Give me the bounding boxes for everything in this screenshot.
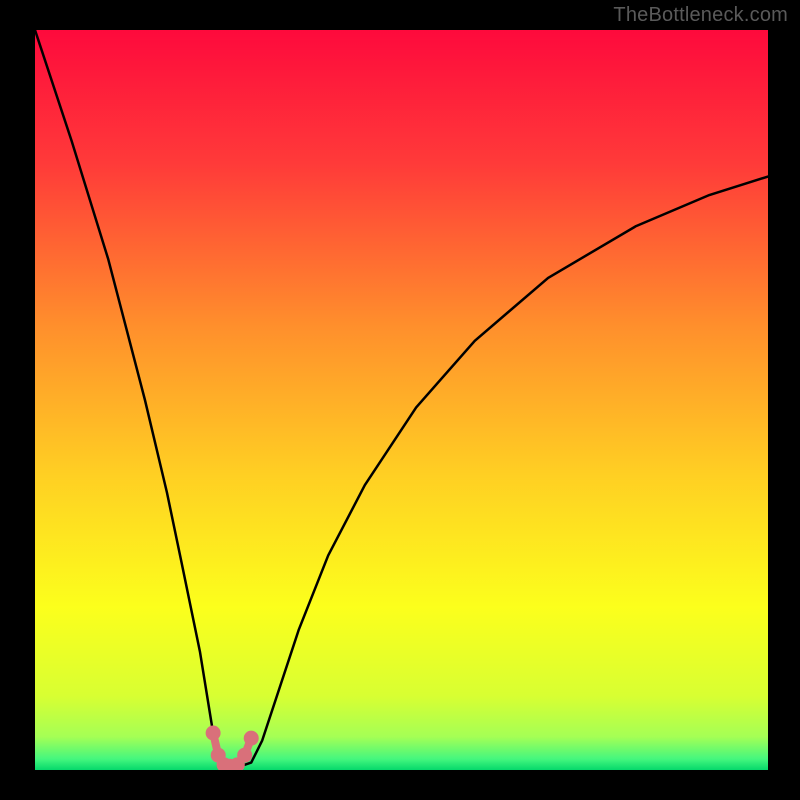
chart-svg: [0, 0, 800, 800]
chart-stage: TheBottleneck.com: [0, 0, 800, 800]
watermark-text: TheBottleneck.com: [613, 4, 788, 27]
